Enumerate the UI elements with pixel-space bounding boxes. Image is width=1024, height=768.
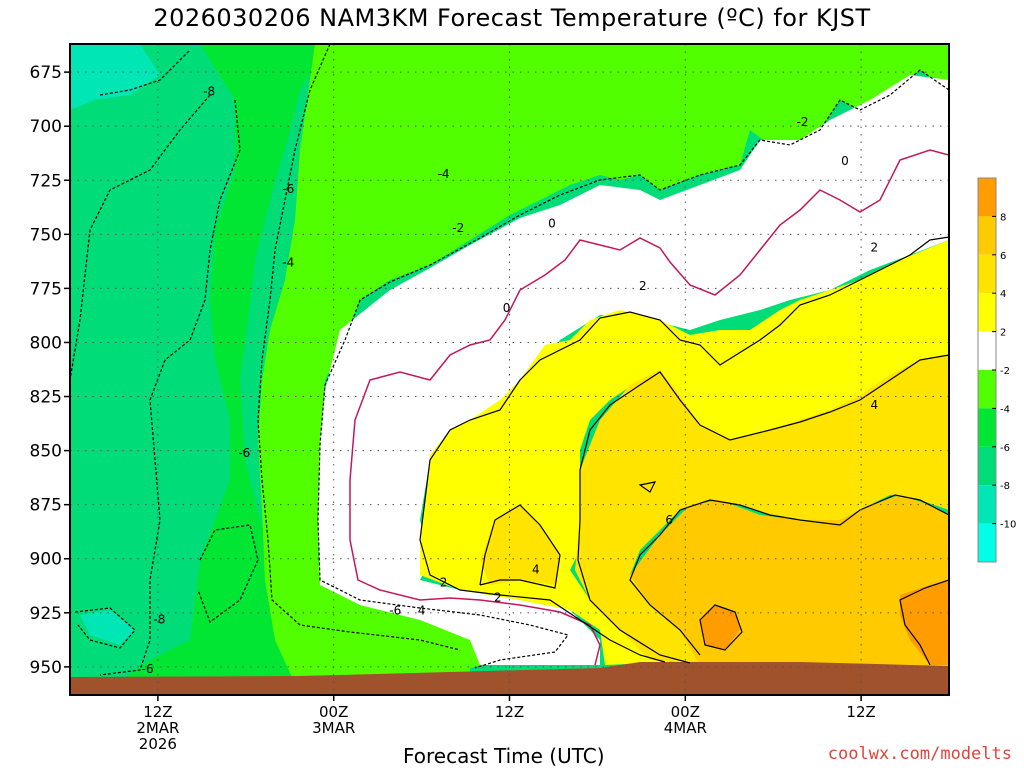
band-minus2-to-minus4	[258, 44, 949, 695]
contour-label: 6	[665, 513, 673, 527]
contour-label: -2	[797, 115, 809, 129]
y-tick-label: 950	[30, 658, 62, 678]
contour-label: -6	[142, 662, 154, 676]
legend-swatch	[978, 408, 996, 447]
contour-label: -8	[153, 612, 165, 626]
contour-0	[349, 149, 949, 666]
band-0-to-minus2	[318, 75, 949, 665]
legend-swatch	[978, 293, 996, 332]
contour-label: 2	[639, 279, 647, 293]
legend-label: -4	[1000, 404, 1010, 415]
contour-label: 2	[494, 591, 502, 605]
contour-label: -8	[203, 85, 215, 99]
legend-swatch	[978, 331, 996, 370]
legend-swatch	[978, 254, 996, 294]
legend-label: -6	[1000, 443, 1010, 454]
contour-label: 4	[870, 398, 878, 412]
contour-4	[479, 354, 949, 664]
color-legend: 8 6 4 2 -2 -4 -6 -8 -10	[977, 177, 1016, 563]
x-tick-label: 12Z	[846, 703, 875, 721]
legend-swatch	[978, 216, 996, 255]
contour-minus2	[317, 69, 949, 669]
x-tick-label: 00Z	[319, 703, 348, 721]
contour-label: -4	[282, 255, 294, 269]
legend-label: -8	[1000, 481, 1010, 492]
legend-label: -2	[1000, 366, 1010, 377]
legend-label: -10	[1000, 520, 1016, 531]
contour-label: 2	[440, 576, 448, 590]
legend-swatch	[978, 446, 996, 486]
x-tick-label: 2MAR	[136, 719, 179, 737]
x-tick-label: 4MAR	[664, 719, 707, 737]
contour-label: -6	[282, 182, 294, 196]
contour-6	[629, 494, 949, 656]
contour-label: 0	[548, 217, 556, 231]
chart-title: 2026030206 NAM3KM Forecast Temperature (…	[153, 4, 871, 32]
contour-label: -2	[452, 221, 464, 235]
legend-swatch	[978, 485, 996, 524]
x-tick-label: 12Z	[143, 703, 172, 721]
y-tick-label: 750	[30, 225, 62, 245]
contour-label: 4	[418, 604, 426, 618]
y-tick-label: 900	[30, 550, 62, 570]
x-tick-label: 2026	[139, 735, 177, 753]
y-axis: 675 700 725 750 775 800 825 850 875 900 925 950	[30, 63, 70, 678]
x-tick-label: 12Z	[495, 703, 524, 721]
contour-label: 0	[503, 301, 511, 315]
contour-2	[419, 236, 949, 663]
y-tick-label: 800	[30, 333, 62, 353]
contour-label: 0	[841, 154, 849, 168]
contour-label: 4	[532, 563, 540, 577]
filled-contours	[70, 44, 949, 695]
x-tick-label: 00Z	[671, 703, 700, 721]
contour-label: 2	[870, 240, 878, 254]
contour-label: -4	[438, 167, 450, 181]
y-tick-label: 850	[30, 442, 62, 462]
terrain	[70, 662, 949, 695]
legend-swatch	[978, 523, 996, 562]
legend-label: 8	[1000, 212, 1006, 223]
contour-label: -6	[238, 446, 250, 460]
legend-label: 2	[1000, 328, 1006, 339]
y-tick-label: 875	[30, 496, 62, 516]
legend-swatch	[978, 178, 996, 217]
y-tick-label: 725	[30, 171, 62, 191]
x-axis-label: Forecast Time (UTC)	[403, 744, 605, 768]
band-4-to-6	[480, 355, 949, 664]
y-tick-label: 825	[30, 388, 62, 408]
y-tick-label: 775	[30, 279, 62, 299]
contour-label: -6	[389, 604, 401, 618]
legend-swatch	[978, 370, 996, 409]
y-tick-label: 700	[30, 117, 62, 137]
legend-label: 4	[1000, 289, 1006, 300]
y-tick-label: 925	[30, 604, 62, 624]
contour-minus6	[99, 99, 241, 676]
contour-minus8	[70, 49, 211, 381]
legend-label: 6	[1000, 251, 1006, 262]
credit-link[interactable]: coolwx.com/modelts	[827, 744, 1012, 764]
contour-minus8-low	[74, 524, 259, 649]
x-tick-label: 3MAR	[312, 719, 355, 737]
y-tick-label: 675	[30, 63, 62, 83]
